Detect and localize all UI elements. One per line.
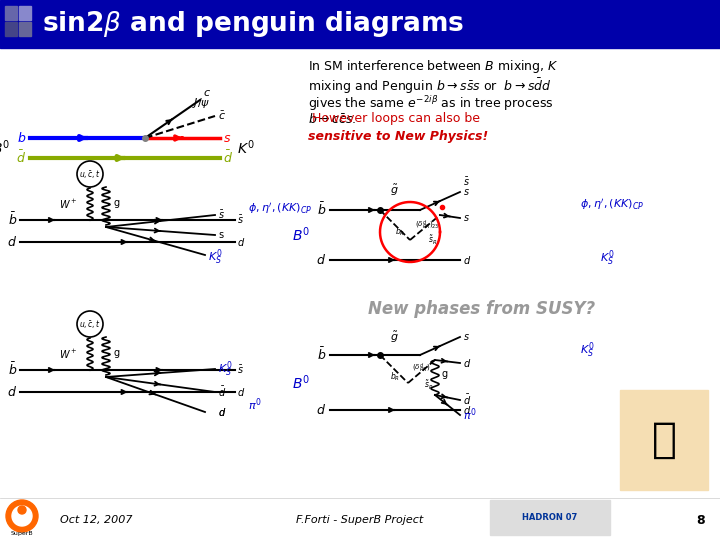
- Text: However loops can also be: However loops can also be: [308, 112, 480, 125]
- Text: $d$: $d$: [316, 253, 326, 267]
- Text: $\pi^0$: $\pi^0$: [463, 407, 477, 423]
- Text: $\bar{d}$: $\bar{d}$: [463, 393, 471, 407]
- Text: $\bar{s}$: $\bar{s}$: [218, 209, 225, 221]
- Circle shape: [12, 506, 32, 526]
- Text: sin2$\beta$ and penguin diagrams: sin2$\beta$ and penguin diagrams: [42, 9, 464, 39]
- Text: $W^+$: $W^+$: [60, 347, 78, 361]
- Text: $\bar{s}$: $\bar{s}$: [463, 176, 470, 188]
- Text: $\tilde{s}_R$: $\tilde{s}_R$: [424, 379, 433, 392]
- Text: s: s: [218, 230, 223, 240]
- Text: $\tilde{g}$: $\tilde{g}$: [390, 329, 399, 345]
- Text: $B^0$: $B^0$: [0, 139, 10, 157]
- Text: 🐧: 🐧: [652, 419, 677, 461]
- Text: New phases from SUSY?: New phases from SUSY?: [368, 300, 595, 318]
- Text: g: g: [113, 348, 119, 358]
- Text: $u,\bar{c},t$: $u,\bar{c},t$: [79, 318, 101, 330]
- Text: $u,\bar{c},t$: $u,\bar{c},t$: [79, 168, 101, 180]
- Text: $s$: $s$: [463, 332, 470, 342]
- Text: $B^0$: $B^0$: [292, 373, 310, 392]
- Text: $K^0_S$: $K^0_S$: [208, 247, 222, 267]
- Text: $\bar{b}$: $\bar{b}$: [317, 202, 326, 218]
- Text: $\bar{d}$: $\bar{d}$: [218, 385, 226, 399]
- Text: $d$: $d$: [463, 254, 471, 266]
- Text: $\phi,\eta',(KK)_{CP}$: $\phi,\eta',(KK)_{CP}$: [248, 200, 312, 215]
- Text: $b$: $b$: [17, 131, 26, 145]
- Text: $\pi^0$: $\pi^0$: [248, 397, 261, 413]
- Text: $\bar{s}$: $\bar{s}$: [237, 214, 244, 226]
- Text: $\bar{d}$: $\bar{d}$: [223, 150, 233, 166]
- Text: $\tilde{s}_R$: $\tilde{s}_R$: [428, 233, 437, 247]
- Bar: [5, 22, 17, 36]
- Text: SuperB: SuperB: [11, 530, 33, 536]
- Text: $\bar{b}$: $\bar{b}$: [8, 362, 17, 378]
- Text: $\bar{b}$: $\bar{b}$: [317, 347, 326, 363]
- Text: $\bar{c}$: $\bar{c}$: [218, 110, 226, 122]
- Text: 8: 8: [696, 514, 705, 526]
- Text: $\phi,\eta',(KK)_{CP}$: $\phi,\eta',(KK)_{CP}$: [580, 198, 644, 213]
- Text: $K^0$: $K^0$: [237, 139, 255, 157]
- Text: $b_R$: $b_R$: [390, 371, 400, 383]
- Text: $d$: $d$: [237, 236, 246, 248]
- Text: $(\delta^d_{RR})_{23}$: $(\delta^d_{RR})_{23}$: [415, 218, 440, 232]
- Text: sensitive to New Physics!: sensitive to New Physics!: [308, 130, 488, 143]
- Text: $\tilde{g}$: $\tilde{g}$: [390, 183, 399, 198]
- Text: $d$: $d$: [7, 385, 17, 399]
- Text: $b_R$: $b_R$: [395, 226, 405, 238]
- Text: $d$: $d$: [237, 386, 246, 398]
- Text: $s$: $s$: [223, 132, 231, 145]
- Bar: [19, 22, 31, 36]
- Text: g: g: [113, 198, 119, 208]
- Bar: [620, 390, 708, 490]
- Text: $d$: $d$: [463, 357, 471, 369]
- Text: Oct 12, 2007: Oct 12, 2007: [60, 515, 132, 525]
- Text: $d$: $d$: [218, 406, 226, 418]
- Bar: [5, 6, 17, 20]
- Circle shape: [6, 500, 38, 532]
- Text: $c$: $c$: [203, 88, 211, 98]
- Text: $K^0_S$: $K^0_S$: [218, 359, 233, 379]
- Text: $(\delta^d_{RR})$: $(\delta^d_{RR})$: [412, 361, 430, 375]
- Text: $b\rightarrow c\bar{c}s$.: $b\rightarrow c\bar{c}s$.: [308, 112, 356, 126]
- Text: HADRON 07: HADRON 07: [523, 512, 577, 522]
- Text: $d$: $d$: [316, 403, 326, 417]
- Text: $s$: $s$: [463, 187, 470, 197]
- Text: $\bar{d}$: $\bar{d}$: [16, 150, 26, 166]
- Text: $s$: $s$: [463, 213, 470, 223]
- Bar: [19, 6, 31, 20]
- Text: $\bar{b}$: $\bar{b}$: [8, 212, 17, 228]
- Text: $K^0_S$: $K^0_S$: [600, 248, 614, 268]
- Text: gives the same $e^{-2i\beta}$ as in tree process: gives the same $e^{-2i\beta}$ as in tree…: [308, 94, 554, 113]
- Text: $d$: $d$: [463, 404, 471, 416]
- Text: g: g: [442, 369, 448, 379]
- Text: $W^+$: $W^+$: [60, 198, 78, 211]
- Circle shape: [18, 506, 26, 514]
- Text: $d$: $d$: [7, 235, 17, 249]
- Text: $B^0$: $B^0$: [292, 226, 310, 244]
- Bar: [0, 0, 720, 48]
- Text: $J/\psi$: $J/\psi$: [192, 96, 210, 110]
- Text: $d$: $d$: [218, 406, 226, 418]
- Text: F.Forti - SuperB Project: F.Forti - SuperB Project: [297, 515, 423, 525]
- Text: $\bar{s}$: $\bar{s}$: [237, 364, 244, 376]
- Text: In SM interference between $B$ mixing, $K$: In SM interference between $B$ mixing, $…: [308, 58, 559, 75]
- Text: mixing and Penguin $b\rightarrow s\bar{s}s$ or  $b\rightarrow s\bar{d}d$: mixing and Penguin $b\rightarrow s\bar{s…: [308, 76, 552, 96]
- Bar: [490, 500, 610, 535]
- Text: $K^0_S$: $K^0_S$: [580, 340, 595, 360]
